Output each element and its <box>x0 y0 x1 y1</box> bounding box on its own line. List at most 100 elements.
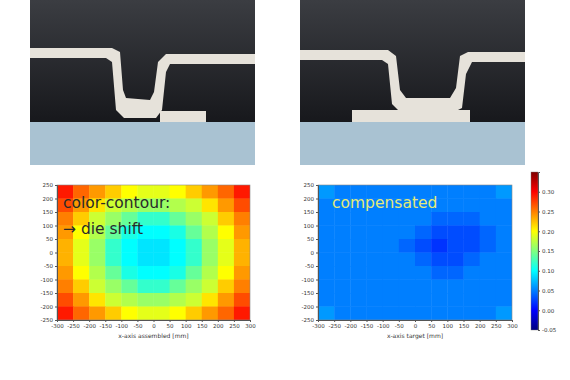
heatmap-cell <box>399 280 416 294</box>
heatmap-cell <box>431 253 448 267</box>
heatmap-cell <box>383 280 400 294</box>
heatmap-cell <box>105 307 121 321</box>
heatmap-cell <box>464 199 481 213</box>
heatmap-cell <box>415 239 432 253</box>
tick-mark <box>234 320 235 322</box>
heatmap-cell <box>480 185 497 199</box>
tick: 100 <box>443 320 454 329</box>
heatmap-cell <box>496 226 512 240</box>
annotation: color-contour: <box>63 194 170 212</box>
tick: -100 <box>302 277 318 283</box>
tick: 100 <box>304 223 319 229</box>
tick-label: 0.05 <box>542 288 555 294</box>
tick-mark <box>538 251 540 252</box>
heatmap-cell <box>415 280 432 294</box>
heatmap-cell <box>202 239 218 253</box>
heatmap-cell <box>186 212 202 226</box>
tick-mark <box>399 320 400 322</box>
heatmap-cell <box>73 253 89 267</box>
solder-bump <box>30 48 255 118</box>
tick: 200 <box>213 320 224 329</box>
heatmap-cell <box>367 280 384 294</box>
heatmap-cell <box>431 293 448 307</box>
heatmap-cell <box>73 280 89 294</box>
tick: -250 <box>302 317 318 323</box>
tick-label: 300 <box>507 323 518 329</box>
heatmap-cell <box>202 307 218 321</box>
heatmap-cell <box>318 307 335 321</box>
tick: 0 <box>152 320 156 329</box>
tick-label: 250 <box>491 323 502 329</box>
heatmap-cell <box>218 239 234 253</box>
tick-mark <box>350 320 351 322</box>
plot-background <box>57 185 250 320</box>
tick: 0.05 <box>538 288 555 294</box>
heatmap-cell <box>383 212 400 226</box>
tick: -150 <box>302 290 318 296</box>
axis: -250-200-150-100-50050100150200250 <box>302 182 319 323</box>
heatmap-cell <box>218 226 234 240</box>
heatmap-cell <box>89 266 105 280</box>
heatmap-cell <box>496 293 512 307</box>
heatmap-cell <box>383 266 400 280</box>
heatmap-cell <box>350 253 367 267</box>
tick-mark <box>73 320 74 322</box>
heatmap-cell <box>57 293 73 307</box>
tick-label: -150 <box>361 323 374 329</box>
tick-mark <box>316 199 318 200</box>
heatmap-cell <box>218 185 234 199</box>
tick-label: -250 <box>302 317 315 323</box>
heatmap-cell <box>496 185 512 199</box>
tick: 0.30 <box>538 189 555 195</box>
heatmap-cell <box>334 280 351 294</box>
heatmap-cell <box>234 266 250 280</box>
heatmap-cell <box>464 293 481 307</box>
tick-label: -250 <box>328 323 341 329</box>
tick: -150 <box>361 320 374 329</box>
tick: -300 <box>51 320 64 329</box>
photo-substrate <box>300 122 525 165</box>
heatmap-cell <box>170 253 186 267</box>
heatmap-cell <box>350 226 367 240</box>
tick-mark <box>170 320 171 322</box>
tick-mark <box>250 320 251 322</box>
tick: 0 <box>414 320 418 329</box>
tick-mark <box>316 266 318 267</box>
heatmap-cell <box>121 253 137 267</box>
axis-line <box>539 173 541 331</box>
tick-label: 200 <box>213 323 224 329</box>
tick-mark <box>55 320 57 321</box>
heatmap-cell <box>399 239 416 253</box>
heatmap-cell <box>464 253 481 267</box>
tick-mark <box>480 320 481 322</box>
heatmap-cell <box>57 239 73 253</box>
heatmap-cell <box>186 280 202 294</box>
heatmap-cell <box>383 307 400 321</box>
tick: -100 <box>41 277 57 283</box>
heatmap-cell <box>202 280 218 294</box>
tick-label: 0.25 <box>542 209 555 215</box>
heatmap-cell <box>480 307 497 321</box>
tick-label: 250 <box>304 182 315 188</box>
tick-mark <box>538 231 540 232</box>
heatmap-cell <box>105 280 121 294</box>
heatmap-cell <box>464 226 481 240</box>
tick-mark <box>316 226 318 227</box>
tick: -250 <box>67 320 80 329</box>
tick-mark <box>415 320 416 322</box>
tick-mark <box>447 320 448 322</box>
heatmap-cell <box>480 212 497 226</box>
heatmap-cell <box>367 253 384 267</box>
cross-section-photo <box>30 0 255 165</box>
heatmap-cell <box>383 293 400 307</box>
heatmap-cell <box>186 199 202 213</box>
heatmap-cell <box>105 266 121 280</box>
heatmap-cell <box>447 212 464 226</box>
heatmap-cell <box>318 212 335 226</box>
tick-label: -50 <box>133 323 142 329</box>
tick-mark <box>538 192 540 193</box>
heatmap-cell <box>350 266 367 280</box>
tick: 50 <box>307 236 318 242</box>
tick-mark <box>55 226 57 227</box>
tick-label: -300 <box>51 323 64 329</box>
